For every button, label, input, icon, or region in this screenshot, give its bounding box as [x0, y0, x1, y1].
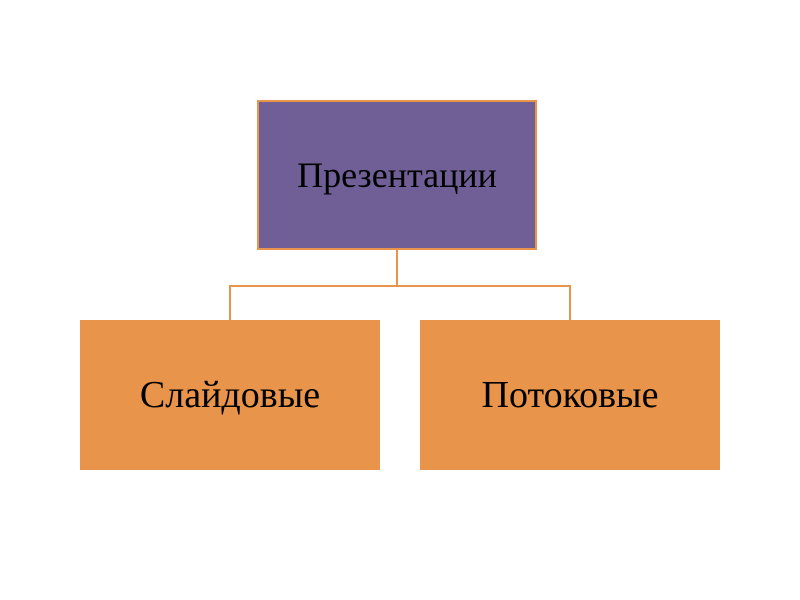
connector-horizontal	[230, 285, 570, 287]
connector-vertical-root	[396, 250, 398, 285]
connector-vertical-left	[229, 285, 231, 320]
child-right-label: Потоковые	[482, 373, 659, 417]
child-left-label: Слайдовые	[140, 373, 320, 417]
root-node-label: Презентации	[297, 154, 497, 196]
hierarchy-diagram: Презентации Слайдовые Потоковые	[0, 0, 800, 600]
connector-vertical-right	[569, 285, 571, 320]
child-node-right: Потоковые	[420, 320, 720, 470]
root-node: Презентации	[257, 100, 537, 250]
child-node-left: Слайдовые	[80, 320, 380, 470]
